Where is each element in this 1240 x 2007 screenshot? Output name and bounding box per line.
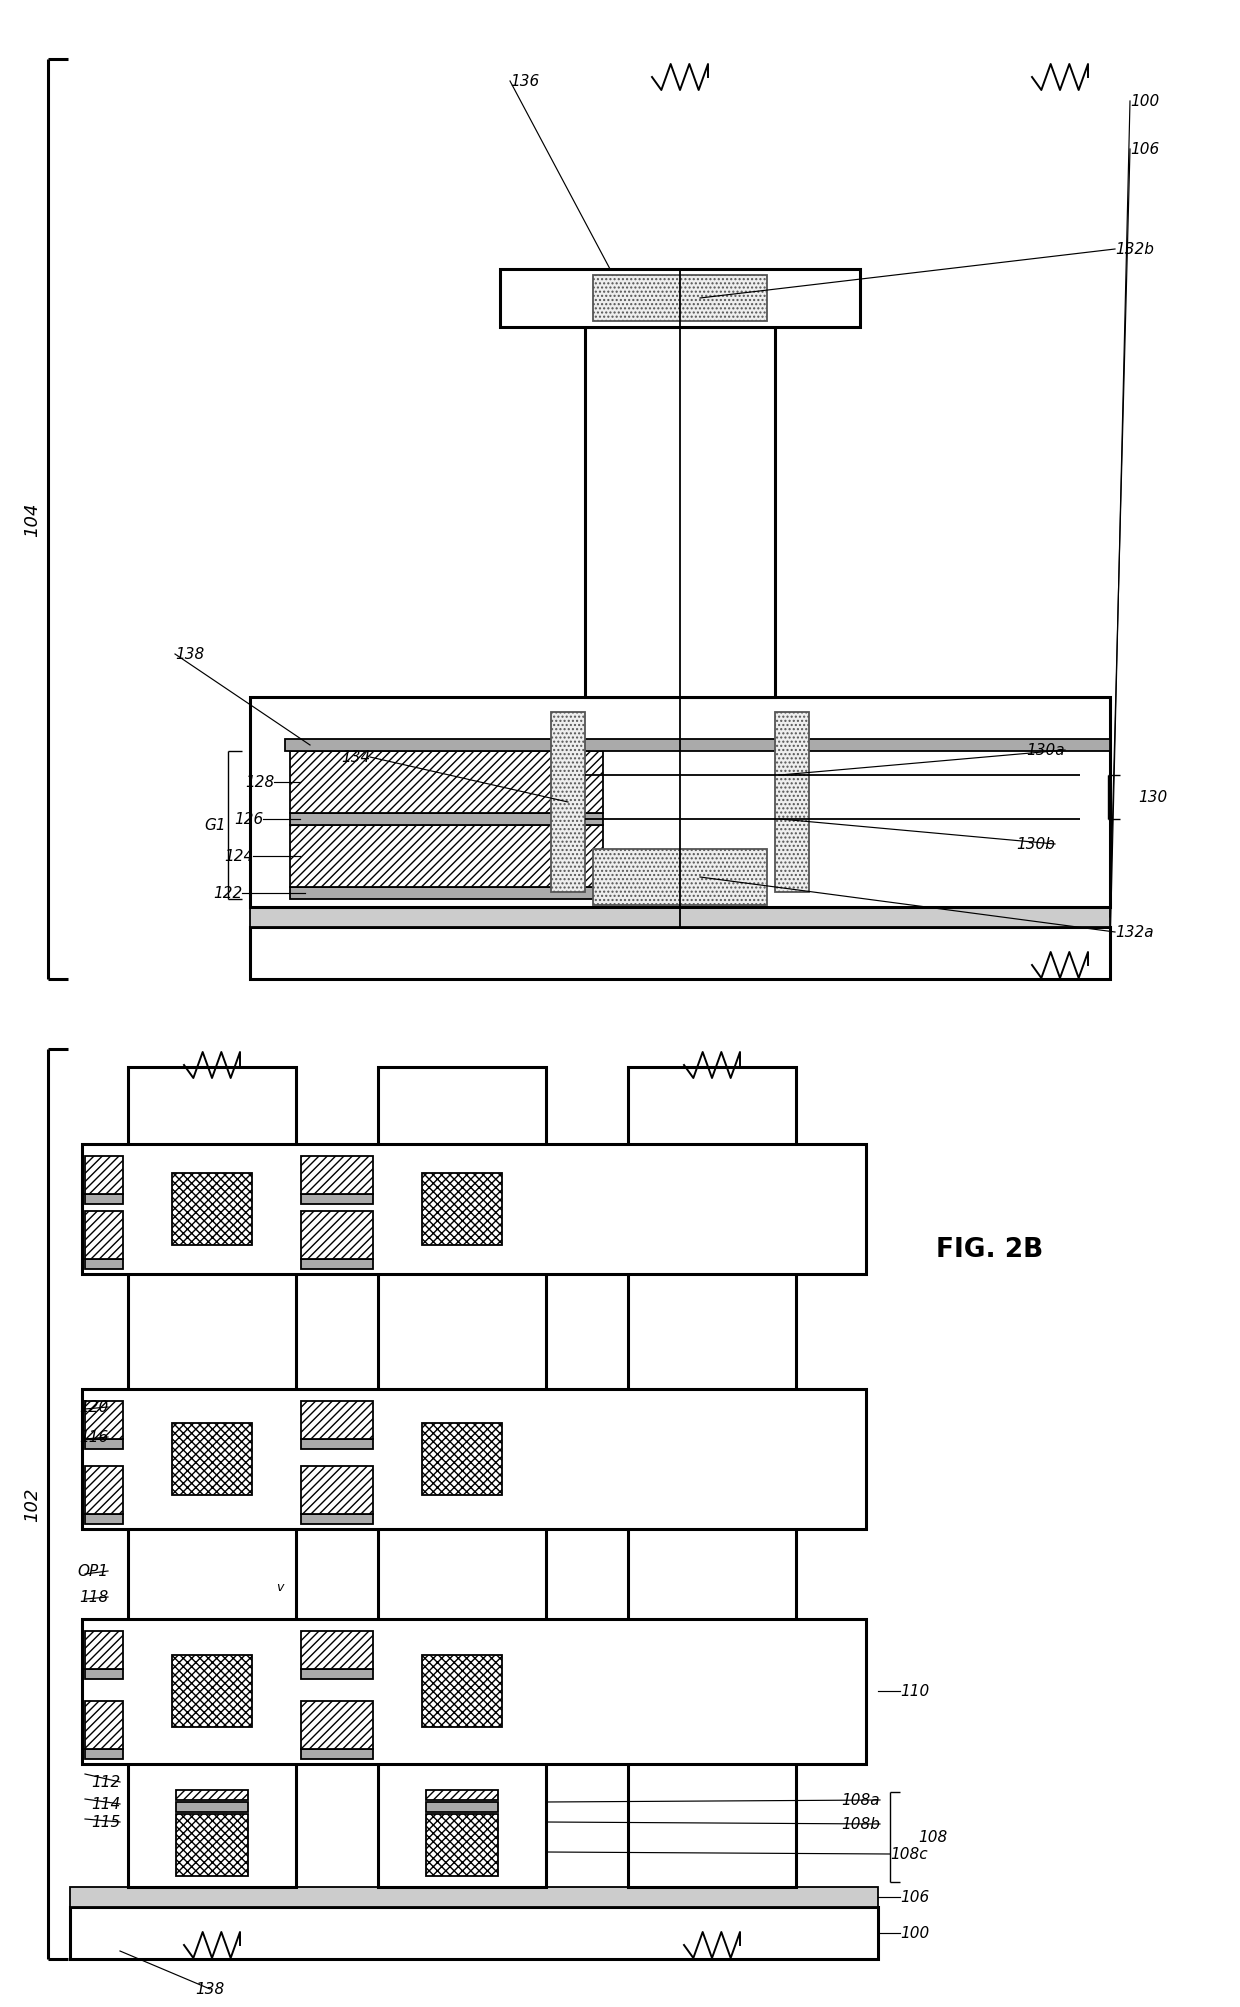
- Bar: [86, 1258, 123, 1268]
- Bar: [250, 927, 1110, 979]
- Text: 102: 102: [24, 1487, 41, 1521]
- Bar: [427, 1814, 498, 1877]
- Bar: [593, 275, 768, 321]
- Bar: [775, 712, 808, 893]
- Bar: [86, 1156, 123, 1194]
- Bar: [585, 327, 775, 698]
- Bar: [285, 741, 1110, 753]
- Bar: [593, 849, 768, 905]
- Text: 106: 106: [1130, 142, 1159, 157]
- Bar: [69, 1887, 878, 1907]
- Text: 130b: 130b: [1016, 837, 1055, 853]
- Text: 138: 138: [196, 1981, 224, 1997]
- Bar: [301, 1258, 373, 1268]
- Bar: [500, 269, 861, 327]
- Text: 108a: 108a: [842, 1792, 880, 1808]
- Bar: [422, 1423, 502, 1495]
- Text: 114: 114: [91, 1796, 120, 1812]
- Text: 110: 110: [900, 1684, 929, 1698]
- Text: 132a: 132a: [1115, 925, 1153, 939]
- Text: 116: 116: [79, 1429, 108, 1445]
- Text: 126: 126: [234, 813, 263, 827]
- Text: 118: 118: [79, 1590, 108, 1606]
- Bar: [69, 1907, 878, 1959]
- Bar: [627, 1068, 796, 1887]
- Bar: [301, 1467, 373, 1513]
- Text: 134: 134: [341, 751, 370, 765]
- Text: 104: 104: [24, 502, 41, 538]
- Bar: [176, 1802, 248, 1812]
- Bar: [86, 1513, 123, 1523]
- Text: 132b: 132b: [1115, 243, 1154, 257]
- Bar: [82, 1389, 866, 1529]
- Text: 122: 122: [213, 885, 242, 901]
- Bar: [250, 907, 1110, 927]
- Bar: [290, 813, 603, 825]
- Text: 130a: 130a: [1027, 743, 1065, 759]
- Bar: [301, 1670, 373, 1680]
- Bar: [290, 825, 603, 887]
- Bar: [290, 887, 603, 899]
- Bar: [172, 1656, 252, 1728]
- Bar: [427, 1790, 498, 1800]
- Text: 106: 106: [900, 1889, 929, 1905]
- Bar: [301, 1194, 373, 1204]
- Bar: [86, 1632, 123, 1670]
- Text: 112: 112: [91, 1774, 120, 1790]
- Bar: [301, 1513, 373, 1523]
- Bar: [301, 1401, 373, 1439]
- Bar: [86, 1212, 123, 1258]
- Text: 100: 100: [900, 1925, 929, 1941]
- Bar: [422, 1174, 502, 1246]
- Bar: [551, 712, 585, 893]
- Bar: [176, 1814, 248, 1877]
- Text: 108: 108: [918, 1830, 947, 1844]
- Text: 136: 136: [510, 74, 539, 90]
- Bar: [301, 1632, 373, 1670]
- Text: 128: 128: [244, 775, 274, 791]
- Text: 108b: 108b: [841, 1816, 880, 1832]
- Bar: [82, 1144, 866, 1274]
- Text: 108c: 108c: [890, 1846, 928, 1862]
- Bar: [427, 1802, 498, 1812]
- Text: 138: 138: [175, 646, 205, 662]
- Bar: [172, 1174, 252, 1246]
- Text: 115: 115: [91, 1814, 120, 1830]
- Bar: [301, 1156, 373, 1194]
- Bar: [301, 1212, 373, 1258]
- Text: G1: G1: [205, 819, 226, 833]
- Bar: [378, 1068, 546, 1887]
- Bar: [86, 1670, 123, 1680]
- Bar: [86, 1401, 123, 1439]
- Text: 124: 124: [223, 849, 253, 865]
- Bar: [301, 1702, 373, 1750]
- Bar: [250, 698, 1110, 907]
- Bar: [172, 1423, 252, 1495]
- Text: 120: 120: [79, 1399, 108, 1415]
- Bar: [86, 1750, 123, 1758]
- Bar: [176, 1790, 248, 1800]
- Bar: [86, 1702, 123, 1750]
- Text: OP1: OP1: [77, 1563, 108, 1580]
- Bar: [86, 1439, 123, 1449]
- Text: FIG. 2B: FIG. 2B: [936, 1236, 1044, 1262]
- Bar: [290, 753, 603, 813]
- Bar: [86, 1467, 123, 1513]
- Text: v: v: [277, 1582, 284, 1594]
- Text: 130: 130: [1138, 791, 1167, 805]
- Bar: [301, 1439, 373, 1449]
- Bar: [82, 1620, 866, 1764]
- Bar: [128, 1068, 296, 1887]
- Text: 100: 100: [1130, 94, 1159, 110]
- Bar: [301, 1750, 373, 1758]
- Bar: [422, 1656, 502, 1728]
- Bar: [86, 1194, 123, 1204]
